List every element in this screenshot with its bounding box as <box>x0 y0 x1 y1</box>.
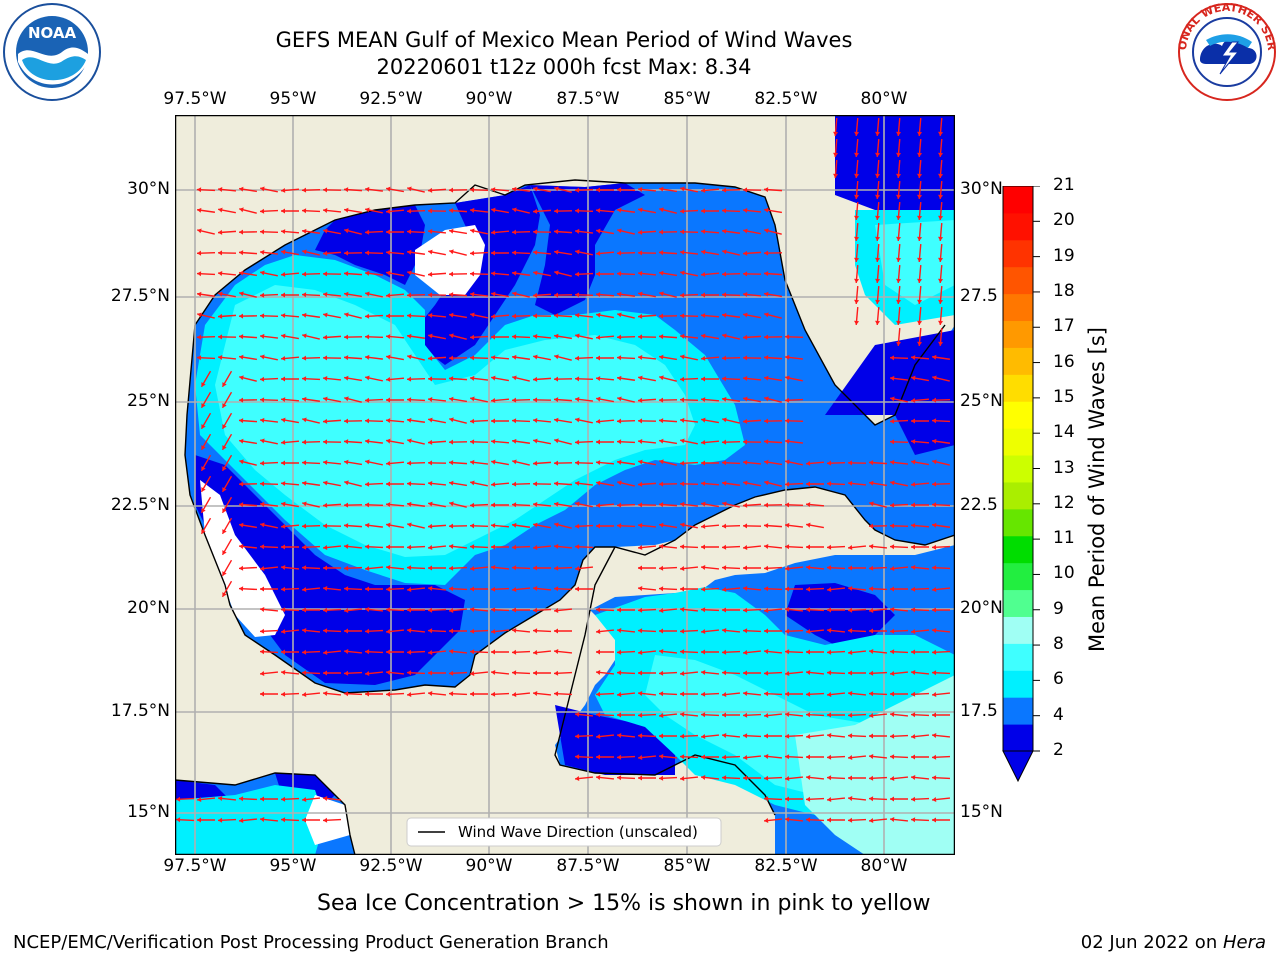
colorbar-segment <box>1003 186 1033 214</box>
lon-tick-bottom: 95°W <box>269 856 317 876</box>
lat-tick-right: 17.5 <box>960 701 998 721</box>
lat-tick-right: 30°N <box>960 179 1003 199</box>
lat-tick-left: 20°N <box>127 598 170 618</box>
colorbar-segment <box>1003 481 1033 510</box>
map-subtitle: 20220601 t12z 000h fcst Max: 8.34 <box>376 55 752 79</box>
colorbar-tick-label: 6 <box>1053 669 1064 690</box>
colorbar-tick-label: 10 <box>1053 563 1075 584</box>
colorbar-tick-label: 12 <box>1053 492 1075 513</box>
lat-tick-right: 22.5 <box>960 495 998 515</box>
lon-tick-bottom: 87.5°W <box>556 856 620 876</box>
colorbar-segment <box>1003 428 1033 456</box>
colorbar-tick-label: 8 <box>1053 634 1064 655</box>
colorbar-segment <box>1003 212 1033 241</box>
wind-legend: Wind Wave Direction (unscaled) <box>406 817 722 847</box>
lat-tick-left: 27.5°N <box>110 286 170 306</box>
colorbar-segment <box>1003 239 1033 268</box>
lat-tick-left: 22.5°N <box>110 495 170 515</box>
lon-tick-bottom: 85°W <box>663 856 711 876</box>
colorbar-label: Mean Period of Wind Waves [s] <box>1085 327 1109 652</box>
colorbar-segment <box>1003 508 1033 537</box>
colorbar-tick-label: 9 <box>1053 598 1064 619</box>
colorbar-segment <box>1003 616 1033 644</box>
colorbar-tick-label: 21 <box>1053 175 1075 195</box>
colorbar-segment <box>1003 643 1033 671</box>
colorbar-tick-label: 14 <box>1053 422 1075 443</box>
lat-tick-left: 17.5°N <box>110 701 170 721</box>
footer-date-text: 02 Jun 2022 on <box>1080 932 1223 953</box>
colorbar-tick-label: 11 <box>1053 528 1075 549</box>
colorbar-segment <box>1003 320 1033 348</box>
lon-tick-bottom: 90°W <box>465 856 513 876</box>
colorbar-segment <box>1003 589 1033 617</box>
lon-tick-top: 97.5°W <box>163 89 227 109</box>
colorbar <box>1002 186 1040 783</box>
lat-tick-right: 20°N <box>960 598 1003 618</box>
lon-tick-bottom: 97.5°W <box>163 856 227 876</box>
footer-date: 02 Jun 2022 on Hera <box>1081 932 1266 953</box>
colorbar-segment <box>1003 697 1033 725</box>
map-title: GEFS MEAN Gulf of Mexico Mean Period of … <box>275 28 853 52</box>
lon-tick-top: 87.5°W <box>556 89 620 109</box>
lon-tick-bottom: 80°W <box>860 856 908 876</box>
lon-tick-top: 90°W <box>465 89 513 109</box>
colorbar-segment <box>1003 266 1033 295</box>
colorbar-tick-label: 13 <box>1053 457 1075 478</box>
colorbar-segment <box>1003 374 1033 402</box>
lat-tick-right: 15°N <box>960 802 1003 822</box>
lon-tick-top: 80°W <box>860 89 908 109</box>
footer-credit: NCEP/EMC/Verification Post Processing Pr… <box>13 932 609 953</box>
footer-host: Hera <box>1222 932 1266 953</box>
colorbar-tick-label: 16 <box>1053 351 1075 372</box>
lon-tick-top: 82.5°W <box>754 89 818 109</box>
colorbar-tick-label: 17 <box>1053 316 1075 337</box>
lon-tick-bottom: 82.5°W <box>754 856 818 876</box>
noaa-logo-icon: NOAA <box>3 3 101 101</box>
colorbar-extend-arrow <box>1002 750 1034 783</box>
lat-tick-right: 27.5 <box>960 286 998 306</box>
colorbar-segment <box>1003 670 1033 698</box>
lat-tick-left: 15°N <box>127 802 170 822</box>
colorbar-tick-label: 18 <box>1053 280 1075 301</box>
colorbar-segment <box>1003 347 1033 375</box>
nws-logo-icon: NATIONAL WEATHER SERVICE <box>1176 2 1278 101</box>
colorbar-segment <box>1003 293 1033 322</box>
lat-tick-right: 25°N <box>960 391 1003 411</box>
lon-tick-top: 85°W <box>663 89 711 109</box>
wind-arrows <box>175 117 951 824</box>
colorbar-tick-label: 4 <box>1053 704 1064 725</box>
lat-tick-left: 30°N <box>127 179 170 199</box>
lon-tick-top: 95°W <box>269 89 317 109</box>
colorbar-segment <box>1003 535 1033 564</box>
colorbar-segment <box>1003 724 1033 752</box>
sea-ice-caption: Sea Ice Concentration > 15% is shown in … <box>317 891 931 916</box>
colorbar-tick-label: 19 <box>1053 245 1075 266</box>
lon-tick-top: 92.5°W <box>359 89 423 109</box>
lat-tick-left: 25°N <box>127 391 170 411</box>
colorbar-tick-label: 15 <box>1053 386 1075 407</box>
colorbar-segment <box>1003 562 1033 591</box>
map-panel: Wind Wave Direction (unscaled) <box>175 115 955 855</box>
map-frame <box>175 115 955 855</box>
noaa-logo-text: NOAA <box>28 24 77 42</box>
colorbar-segment <box>1003 455 1033 483</box>
colorbar-tick-label: 2 <box>1053 740 1064 760</box>
colorbar-tick-label: 20 <box>1053 210 1075 231</box>
legend-label: Wind Wave Direction (unscaled) <box>458 823 698 841</box>
lon-tick-bottom: 92.5°W <box>359 856 423 876</box>
colorbar-segment <box>1003 401 1033 429</box>
